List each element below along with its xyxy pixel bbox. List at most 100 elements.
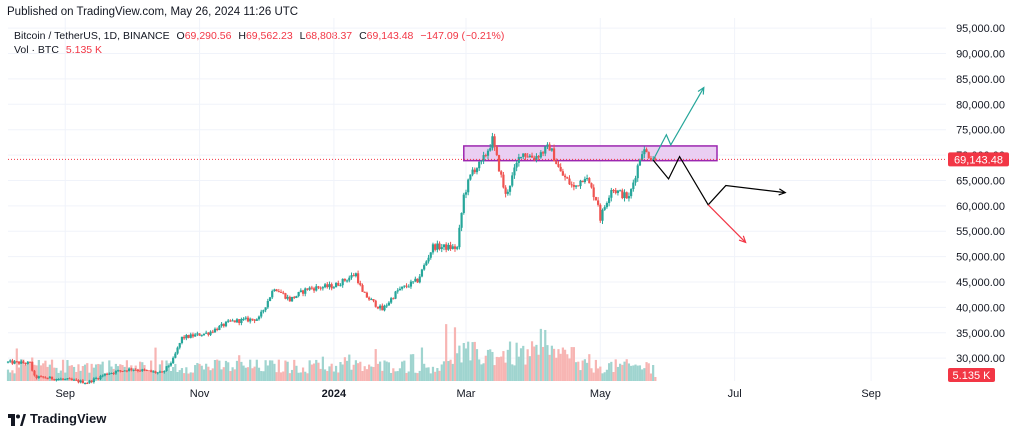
- projection-paths[interactable]: [652, 86, 787, 244]
- candle-body: [145, 369, 148, 371]
- grid-lines: [8, 18, 946, 381]
- volume-bar: [123, 366, 126, 381]
- candle-body: [385, 305, 388, 307]
- volume-bar: [634, 364, 637, 381]
- candle-body: [506, 191, 509, 194]
- volume-bar: [374, 349, 377, 381]
- volume-bar: [196, 362, 199, 381]
- volume-bar: [180, 368, 184, 381]
- candle-body: [539, 152, 542, 158]
- volume-bar: [453, 327, 457, 381]
- candle-body: [511, 175, 514, 186]
- candle-body: [356, 273, 360, 284]
- candle-body: [178, 343, 181, 348]
- price-axis[interactable]: 30,000.00 35,000.00 40,000.00 45,000.00 50,0…: [946, 0, 1024, 432]
- volume-bar: [86, 363, 89, 381]
- tradingview-logo[interactable]: TradingView: [8, 411, 106, 426]
- candle-body: [405, 285, 408, 287]
- candle-body: [317, 286, 320, 288]
- volume-bar: [361, 370, 364, 381]
- volume-bar: [480, 364, 483, 381]
- volume-bar: [55, 367, 58, 381]
- volume-bar: [271, 360, 274, 381]
- candle-body: [328, 284, 331, 288]
- axis-tags: 69,143.48 5.135 K: [948, 152, 1009, 382]
- candle-body: [332, 287, 335, 289]
- volume-bar: [310, 364, 313, 381]
- volume-bar: [519, 348, 523, 381]
- candle-body: [345, 280, 349, 282]
- candle-body: [139, 370, 142, 372]
- volume-bar: [275, 372, 278, 381]
- candle-body: [416, 278, 419, 283]
- candle-body: [392, 298, 395, 300]
- candle-body: [288, 296, 291, 302]
- candle-body: [544, 146, 547, 154]
- candle-body: [645, 149, 648, 153]
- y-tick-label: 90,000.00: [956, 49, 1005, 61]
- volume-bar: [502, 351, 505, 381]
- candle-body: [202, 333, 206, 336]
- candle-body: [557, 164, 560, 167]
- volume-bar: [356, 363, 360, 381]
- candle-body: [636, 165, 639, 179]
- legend-symbol[interactable]: Bitcoin / TetherUS, 1D, BINANCE: [14, 30, 170, 42]
- published-label: Published on TradingView.com, May 26, 20…: [7, 6, 299, 18]
- volume-bar: [652, 365, 655, 381]
- time-axis[interactable]: Sep Nov 2024 Mar May Jul Sep: [55, 388, 880, 400]
- volume-bar: [431, 366, 435, 381]
- volume-bar: [471, 342, 474, 381]
- volume-bar: [458, 345, 461, 381]
- candle-body: [279, 291, 283, 293]
- candle-body: [183, 336, 186, 339]
- candle-body: [528, 155, 531, 158]
- volume-bar: [537, 354, 540, 381]
- volume-bar: [425, 367, 428, 381]
- candle-body: [277, 291, 280, 293]
- volume-bar: [211, 368, 214, 381]
- candle-body: [99, 375, 102, 380]
- candle-body: [592, 187, 595, 198]
- price-axis-bg: [946, 0, 1024, 432]
- volume-bar: [345, 360, 349, 381]
- volume-bar: [528, 356, 531, 381]
- candle-body: [176, 347, 179, 354]
- candle-body: [630, 189, 633, 197]
- candle-body: [112, 372, 115, 374]
- candle-body: [50, 376, 54, 380]
- volume-bar: [147, 371, 151, 381]
- volume-bar: [152, 370, 155, 381]
- volume-bar: [469, 360, 472, 381]
- projection-path-2[interactable]: [652, 155, 786, 206]
- legend-high-value: 69,562.23: [245, 30, 293, 42]
- volume-bar: [539, 328, 542, 381]
- candle-body: [13, 361, 16, 364]
- candle-body: [500, 171, 503, 175]
- y-tick-label: 40,000.00: [956, 302, 1005, 314]
- volume-bar: [423, 363, 426, 381]
- volume-bar: [579, 370, 582, 381]
- candle-body: [370, 299, 373, 301]
- candle-body: [583, 178, 586, 183]
- projection-path-1[interactable]: [652, 87, 705, 161]
- volume-bar: [616, 366, 620, 381]
- candle-body: [121, 370, 124, 372]
- candle-body: [623, 192, 626, 199]
- volume-bar: [240, 361, 243, 381]
- legend-volume-label[interactable]: Vol · BTC: [14, 44, 59, 56]
- volume-bar: [233, 369, 236, 381]
- projection-path-3[interactable]: [707, 204, 747, 243]
- volume-bar: [205, 363, 208, 381]
- x-tick-label: Sep: [55, 388, 75, 400]
- candle-body: [231, 320, 234, 322]
- candle-body: [70, 378, 73, 380]
- candle-body: [262, 310, 265, 312]
- candle-body: [249, 318, 252, 322]
- y-tick-label: 65,000.00: [956, 175, 1005, 187]
- candle-body: [209, 331, 212, 335]
- volume-bar: [255, 359, 258, 381]
- legend-high-label: H: [238, 30, 246, 42]
- x-tick-label: Jul: [728, 388, 742, 400]
- candle-body: [174, 353, 177, 358]
